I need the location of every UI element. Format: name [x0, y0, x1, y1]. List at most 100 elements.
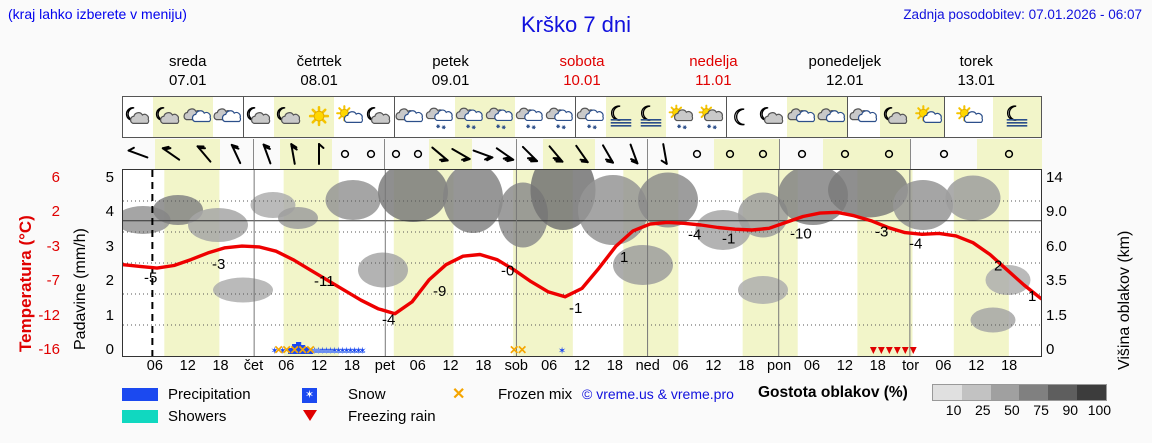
temperature-value-label: 1 [620, 249, 628, 266]
menu-hint: (kraj lahko izberete v meniju) [8, 6, 187, 22]
wind-barb-icon [196, 145, 212, 163]
time-tick-label: sob [504, 358, 528, 374]
cloud-density-blob [945, 175, 1001, 221]
weather-icon-slot [666, 97, 696, 137]
sun-cloud-icon [956, 105, 983, 124]
wind-barb-icon [161, 145, 181, 161]
cloud-density-ramp-label: 10 [945, 402, 962, 418]
cloud-icon [849, 108, 878, 123]
wind-barb-slot [407, 139, 429, 169]
icon-group-day-7 [944, 97, 1041, 137]
temperature-value-label: -1 [722, 230, 735, 247]
precipitation-bar [304, 347, 310, 354]
time-tick-label: pon [767, 358, 792, 374]
snow-bar [312, 349, 317, 353]
time-tick-label: 12 [179, 358, 196, 374]
snow-bar [328, 350, 333, 353]
moon-icon [734, 108, 745, 126]
icon-group-day-2 [243, 97, 394, 137]
snow-bar [340, 351, 345, 353]
temperature-value-label: 2 [994, 258, 1002, 275]
moon-cloud-icon [366, 107, 391, 124]
wind-barb-icon [451, 148, 471, 162]
wind-barb-icon [262, 143, 272, 165]
time-tick-label: ned [635, 358, 660, 374]
wind-barb-icon [413, 149, 422, 159]
weather-icon-slot [425, 97, 455, 137]
cloud-icon [817, 108, 846, 123]
snow-bar [344, 351, 349, 353]
time-tick-label: 18 [869, 358, 886, 374]
wind-group-day-6 [778, 139, 911, 169]
wind-barb-icon [693, 149, 702, 159]
wind-barb-icon [939, 149, 949, 159]
cloud-height-tick-label: 3.5 [1046, 272, 1067, 290]
wind-barb-icon [725, 149, 735, 159]
time-tick-label: 18 [212, 358, 229, 374]
temperature-tick-label: -3 [46, 237, 60, 255]
cloud-density-ramp-step [1019, 385, 1049, 400]
snow-bar [332, 351, 337, 353]
temperature-axis-ticks: 6 2 -3 -7 -12 -16 [20, 169, 60, 358]
wind-barb-icon [340, 149, 350, 159]
moon-cloud-icon [155, 107, 180, 124]
cloud-height-tick-label: 0 [1046, 341, 1055, 358]
wind-barb-icon [495, 147, 515, 163]
wind-barb-slot [595, 139, 621, 169]
temperature-value-label: -9 [433, 283, 446, 300]
freezing-rain-marker [893, 347, 901, 354]
wind-barb-icon [548, 145, 564, 163]
wind-barb-icon [575, 144, 589, 164]
wind-group-day-5 [647, 139, 779, 169]
cloud-density-blob [738, 276, 788, 304]
day-name: sobota [559, 53, 605, 70]
wind-barb-slot [780, 139, 824, 169]
day-header-2: četrtek 08.01 [253, 52, 384, 94]
frozen-mix-marker: ✕ [509, 343, 519, 356]
weather-icon-slot [576, 97, 606, 137]
sun-cloud-icon [336, 105, 363, 124]
wind-barb-icon [758, 149, 767, 159]
snow-bar [324, 350, 329, 353]
cloud-height-tick-label: 9.0 [1046, 203, 1067, 221]
freezing-rain-marker [877, 347, 885, 354]
weather-icon-slot [123, 97, 153, 137]
day-header-6: ponedeljek 12.01 [779, 52, 910, 94]
moon-cloud-icon [276, 107, 301, 124]
wind-barb-icon [797, 149, 806, 159]
day-date: 13.01 [957, 72, 996, 89]
moon-fog-icon [1006, 105, 1028, 127]
wind-barb-icon [366, 149, 376, 159]
cloud-density-blob [378, 170, 448, 222]
cloud-density-blob [188, 208, 248, 242]
cloud-density-blob [893, 180, 953, 230]
sun-icon [308, 105, 330, 127]
time-tick-label: 06 [672, 358, 689, 374]
temperature-tick-label: -7 [46, 272, 60, 290]
cloud-density-blob [443, 170, 503, 233]
legend-label: Showers [168, 408, 227, 425]
cloud-height-axis-title: Višina oblakov (km) [1116, 230, 1133, 370]
day-date: 07.01 [168, 72, 207, 89]
day-date: 11.01 [695, 72, 732, 89]
credit-link[interactable]: © vreme.us & vreme.pro [582, 386, 734, 402]
cloud-density-ramp-step [990, 385, 1020, 400]
wind-barb-icon [289, 143, 298, 165]
day-header-1: sreda 07.01 [122, 52, 253, 94]
weather-icon-slot [183, 97, 213, 137]
freezing-rain-marker [909, 347, 917, 354]
precipitation-bar [307, 349, 314, 354]
wind-barb-slot [823, 139, 867, 169]
cloud-icon [213, 108, 242, 123]
time-tick-label: 18 [1001, 358, 1018, 374]
day-name: četrtek [296, 53, 342, 70]
temperature-value-label: -10 [790, 225, 812, 242]
cloud-snow-icon [515, 107, 543, 130]
weather-icon-slot [213, 97, 243, 137]
snow-marker: ✶ [270, 346, 278, 356]
day-header-3: petek 09.01 [385, 52, 516, 94]
cloud-snow-icon [545, 107, 573, 130]
time-tick-label: 12 [442, 358, 459, 374]
freezing-rain-marker [885, 347, 893, 354]
snow-marker: ✶ [354, 346, 362, 356]
